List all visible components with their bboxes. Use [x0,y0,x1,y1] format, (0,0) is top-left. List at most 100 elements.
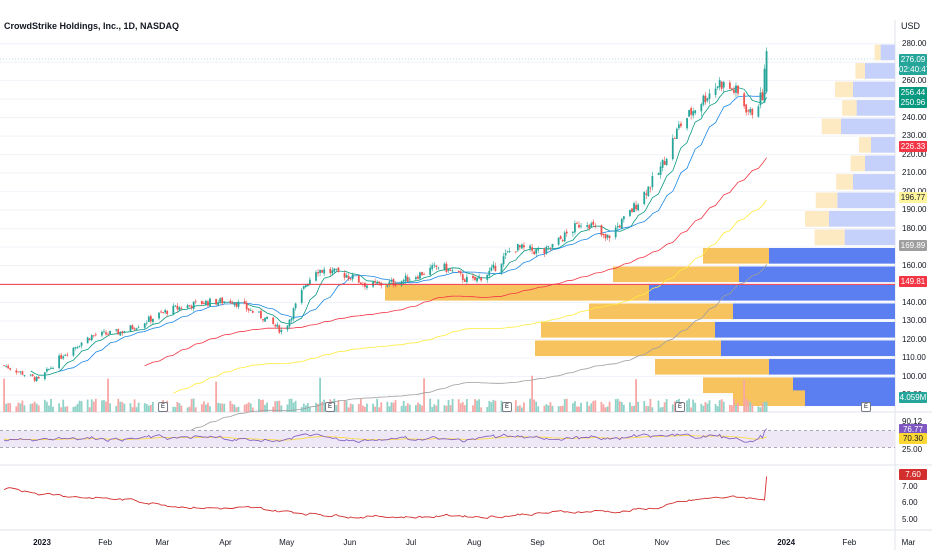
candle-body [121,331,124,334]
candle-body [290,318,293,321]
candle-body [280,330,283,332]
time-tick: Jul [405,538,417,547]
candle-body [606,234,609,238]
volume-bar [765,401,768,412]
candle-body [323,269,326,274]
candle-body [549,247,552,249]
candle-body [274,325,277,327]
volume-bar [23,405,26,412]
candle-body [262,319,264,321]
candle-body [571,231,574,233]
volume-bar [133,399,136,412]
candle-body [576,223,578,225]
candle-body [708,93,711,99]
price-tick: 120.00 [902,334,927,344]
volume-bar [376,398,379,412]
volume-bar [35,403,38,412]
candle-body [523,245,525,248]
volume-bar [694,402,697,412]
candle-body [737,85,739,94]
candle-body [735,85,737,93]
candle-body [176,306,179,310]
volume-bar [188,406,191,412]
candle-body [394,284,397,286]
volume-bar [490,402,493,412]
volume-profile-down [733,303,895,320]
candle-body [531,247,534,251]
candle-body [704,95,707,103]
earnings-icon[interactable]: E [675,402,685,412]
volume-bar [749,402,752,412]
volume-bar [661,406,664,412]
candle-body [35,376,38,382]
volume-bar [145,404,148,412]
candle-body [516,244,519,251]
candle-body [675,128,678,139]
volume-bar [386,401,389,412]
candle-body [15,370,18,373]
volume-bar [551,405,554,412]
volume-bar [722,401,725,412]
volume-bar [186,407,189,412]
candle-body [194,300,197,302]
candle-body [718,80,721,88]
candle-body [757,106,760,117]
volume-bar [321,401,324,412]
earnings-icon[interactable]: E [861,402,871,412]
volume-bar [190,398,193,412]
indicator-tick: 5.00 [902,514,918,524]
price-tick: 160.00 [902,260,927,270]
candle-body [378,281,381,284]
volume-bar [629,402,631,412]
candle-body [419,272,421,279]
candle-body [661,159,664,168]
volume-profile-up [850,155,865,172]
volume-bar [101,400,103,412]
candle-body [117,329,120,335]
time-tick: Nov [654,538,669,547]
volume-bar [657,400,660,412]
volume-bar [747,400,750,412]
candle-body [359,282,362,284]
volume-bar [480,407,483,412]
volume-bar [9,403,12,412]
volume-bar [451,398,454,412]
price-tick: 280.00 [902,38,927,48]
volume-bar [671,404,674,412]
indicator-tick: 6.00 [902,498,918,508]
volume-profile-up [541,321,715,338]
volume-bar [231,403,234,412]
earnings-icon[interactable]: E [502,402,512,412]
candle-body [586,225,589,227]
volume-bar [447,400,450,412]
earnings-icon[interactable]: E [325,402,335,412]
candle-body [657,173,660,175]
candle-body [317,271,319,274]
volume-bar [602,404,605,412]
candle-body [437,267,440,269]
candle-body [202,302,205,304]
candle-body [504,252,507,256]
candle-body [716,86,719,88]
volume-bar [304,405,307,412]
candle-body [486,274,489,280]
currency-label[interactable]: USD [900,21,920,31]
candle-body [620,218,623,229]
candle-body [478,276,481,279]
candle-body [302,286,305,289]
candle-body [29,374,32,376]
volume-bar [706,403,709,412]
candle-body [500,263,503,273]
candle-body [129,325,132,332]
volume-bar [19,403,22,412]
candle-body [264,317,266,322]
candle-body [408,279,411,281]
candle-body [404,275,407,282]
volume-bar [659,407,662,412]
earnings-icon[interactable]: E [158,402,168,412]
candle-body [747,110,750,112]
volume-bar [604,407,607,412]
candle-body [174,305,177,307]
volume-bar [408,404,411,412]
